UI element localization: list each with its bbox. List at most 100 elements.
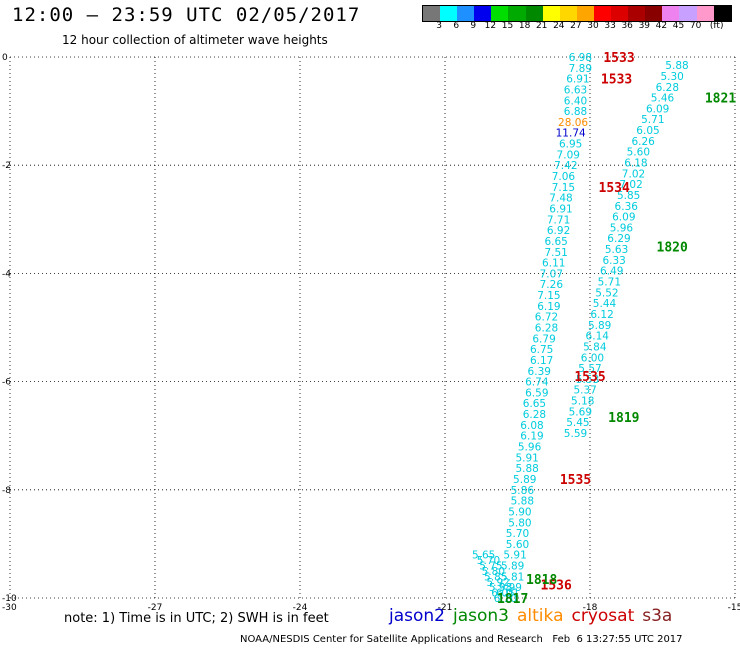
wave-height-label: 7.51	[544, 247, 567, 259]
color-swatch	[611, 6, 629, 21]
color-swatch	[508, 6, 526, 21]
wave-height-label: 5.18	[571, 396, 594, 408]
wave-height-label: 6.28	[535, 323, 558, 335]
page-title: 12:00 – 23:59 UTC 02/05/2017	[12, 4, 361, 26]
color-swatch	[576, 6, 594, 21]
wave-height-label: 5.52	[595, 287, 618, 299]
x-tick-label: -18	[583, 603, 598, 613]
wave-height-label: 7.71	[547, 214, 570, 226]
wave-height-label: 7.09	[557, 149, 580, 161]
color-scale-legend	[422, 5, 732, 22]
wave-height-label: 5.46	[651, 93, 675, 105]
wave-height-label: 5.88	[515, 463, 538, 475]
wave-height-label: 5.86	[511, 485, 535, 497]
wave-height-label: 6.01	[496, 588, 519, 600]
color-swatch	[474, 6, 492, 21]
color-scale-label: 45	[672, 21, 685, 31]
wave-height-label: 5.70	[506, 528, 529, 540]
y-tick-label: 0	[2, 53, 8, 63]
color-swatch	[457, 6, 475, 21]
wave-height-label: 5.37	[573, 385, 596, 397]
wave-height-label: 5.75	[479, 561, 502, 573]
page-subtitle: 12 hour collection of altimeter wave hei…	[62, 33, 328, 47]
wave-height-label: 5.71	[598, 277, 621, 289]
wave-height-label: 5.60	[627, 147, 650, 159]
wave-height-label: 6.05	[636, 125, 659, 137]
color-swatch	[525, 6, 543, 21]
color-scale-label: 27	[570, 21, 582, 31]
wave-height-label: 6.75	[530, 344, 553, 356]
wave-height-label: 6.74	[525, 377, 549, 389]
x-tick-label: -30	[2, 603, 17, 613]
color-scale-label: 30	[587, 21, 599, 31]
color-swatch	[542, 6, 560, 21]
wave-height-label: 5.80	[508, 517, 531, 529]
wave-height-label: 6.09	[612, 212, 635, 224]
color-scale-label: 6	[453, 21, 460, 31]
wave-height-label: 6.00	[581, 352, 604, 364]
wave-height-label: 5.99	[499, 582, 522, 594]
wave-height-label: 5.80	[482, 566, 505, 578]
wave-height-label: 6.11	[542, 258, 565, 270]
wave-height-label: 5.98	[489, 582, 512, 594]
wave-height-label: 6.28	[656, 82, 679, 94]
wave-height-label: 7.07	[540, 268, 563, 280]
wave-height-label: 6.40	[564, 95, 587, 107]
wave-height-label: 5.90	[508, 506, 531, 518]
wave-height-label: 5.65	[472, 550, 495, 562]
wave-height-label: 6.49	[600, 266, 623, 278]
wave-height-label: 5.45	[566, 417, 589, 429]
color-swatch	[662, 6, 680, 21]
color-scale-label: 39	[638, 21, 651, 31]
wave-height-label: 6.65	[544, 236, 567, 248]
wave-height-label: 5.70	[477, 555, 500, 567]
wave-height-label: 6.12	[590, 309, 613, 321]
color-swatch	[423, 6, 441, 21]
satellite-legend-altika: altika	[517, 606, 564, 626]
wave-height-label: 5.69	[569, 406, 592, 418]
wave-height-label: 5.63	[605, 244, 628, 256]
wave-height-label: 7.48	[549, 193, 572, 205]
color-swatch	[491, 6, 509, 21]
y-tick-label: -8	[2, 486, 11, 496]
wave-height-label: 6.79	[532, 333, 555, 345]
wave-height-label: 5.84	[583, 341, 607, 353]
satellite-legend: jason2 jason3 altika cryosat s3a	[389, 606, 680, 626]
y-tick-label: -2	[2, 161, 11, 171]
orbit-pass-annotation: 1534	[599, 181, 630, 196]
wave-height-label: 5.30	[660, 71, 683, 83]
wave-height-label: 5.59	[564, 428, 587, 440]
wave-height-label: 6.10	[494, 593, 517, 605]
wave-height-label: 5.92	[486, 577, 509, 589]
satellite-legend-jason2: jason2	[389, 606, 445, 626]
color-swatch	[645, 6, 663, 21]
wave-height-label: 7.42	[554, 160, 577, 172]
wave-height-label: 5.89	[588, 320, 611, 332]
wave-height-label: 6.28	[523, 409, 546, 421]
wave-height-label: 5.81	[501, 571, 524, 583]
satellite-legend-s3a: s3a	[642, 606, 673, 626]
orbit-pass-annotation: 1817	[497, 592, 528, 607]
orbit-pass-annotation: 1535	[560, 473, 591, 488]
wave-height-label: 6.09	[646, 103, 669, 115]
credit-line: NOAA/NESDIS Center for Satellite Applica…	[240, 634, 683, 645]
color-swatch	[593, 6, 612, 21]
wave-height-label: 5.88	[665, 60, 688, 72]
wave-height-label: 6.14	[586, 331, 610, 343]
x-tick-label: -15	[728, 603, 740, 613]
wave-height-label: 5.88	[511, 496, 534, 508]
wave-height-label: 5.53	[576, 374, 599, 386]
wave-height-label: 5.57	[578, 363, 601, 375]
wave-height-label: 6.63	[564, 84, 587, 96]
orbit-pass-annotation: 1818	[526, 573, 557, 588]
color-scale-label: (ft)	[709, 21, 724, 31]
color-scale-label: 70	[689, 21, 702, 31]
wave-height-label: 7.15	[537, 290, 560, 302]
color-scale-label: 15	[501, 21, 514, 31]
wave-height-label: 6.65	[523, 398, 546, 410]
wave-height-label: 7.89	[569, 63, 592, 75]
orbit-pass-annotation: 1536	[541, 578, 572, 593]
wave-height-label: 6.91	[549, 203, 572, 215]
orbit-pass-annotation: 1820	[657, 240, 688, 255]
wave-height-label: 7.02	[622, 168, 645, 180]
